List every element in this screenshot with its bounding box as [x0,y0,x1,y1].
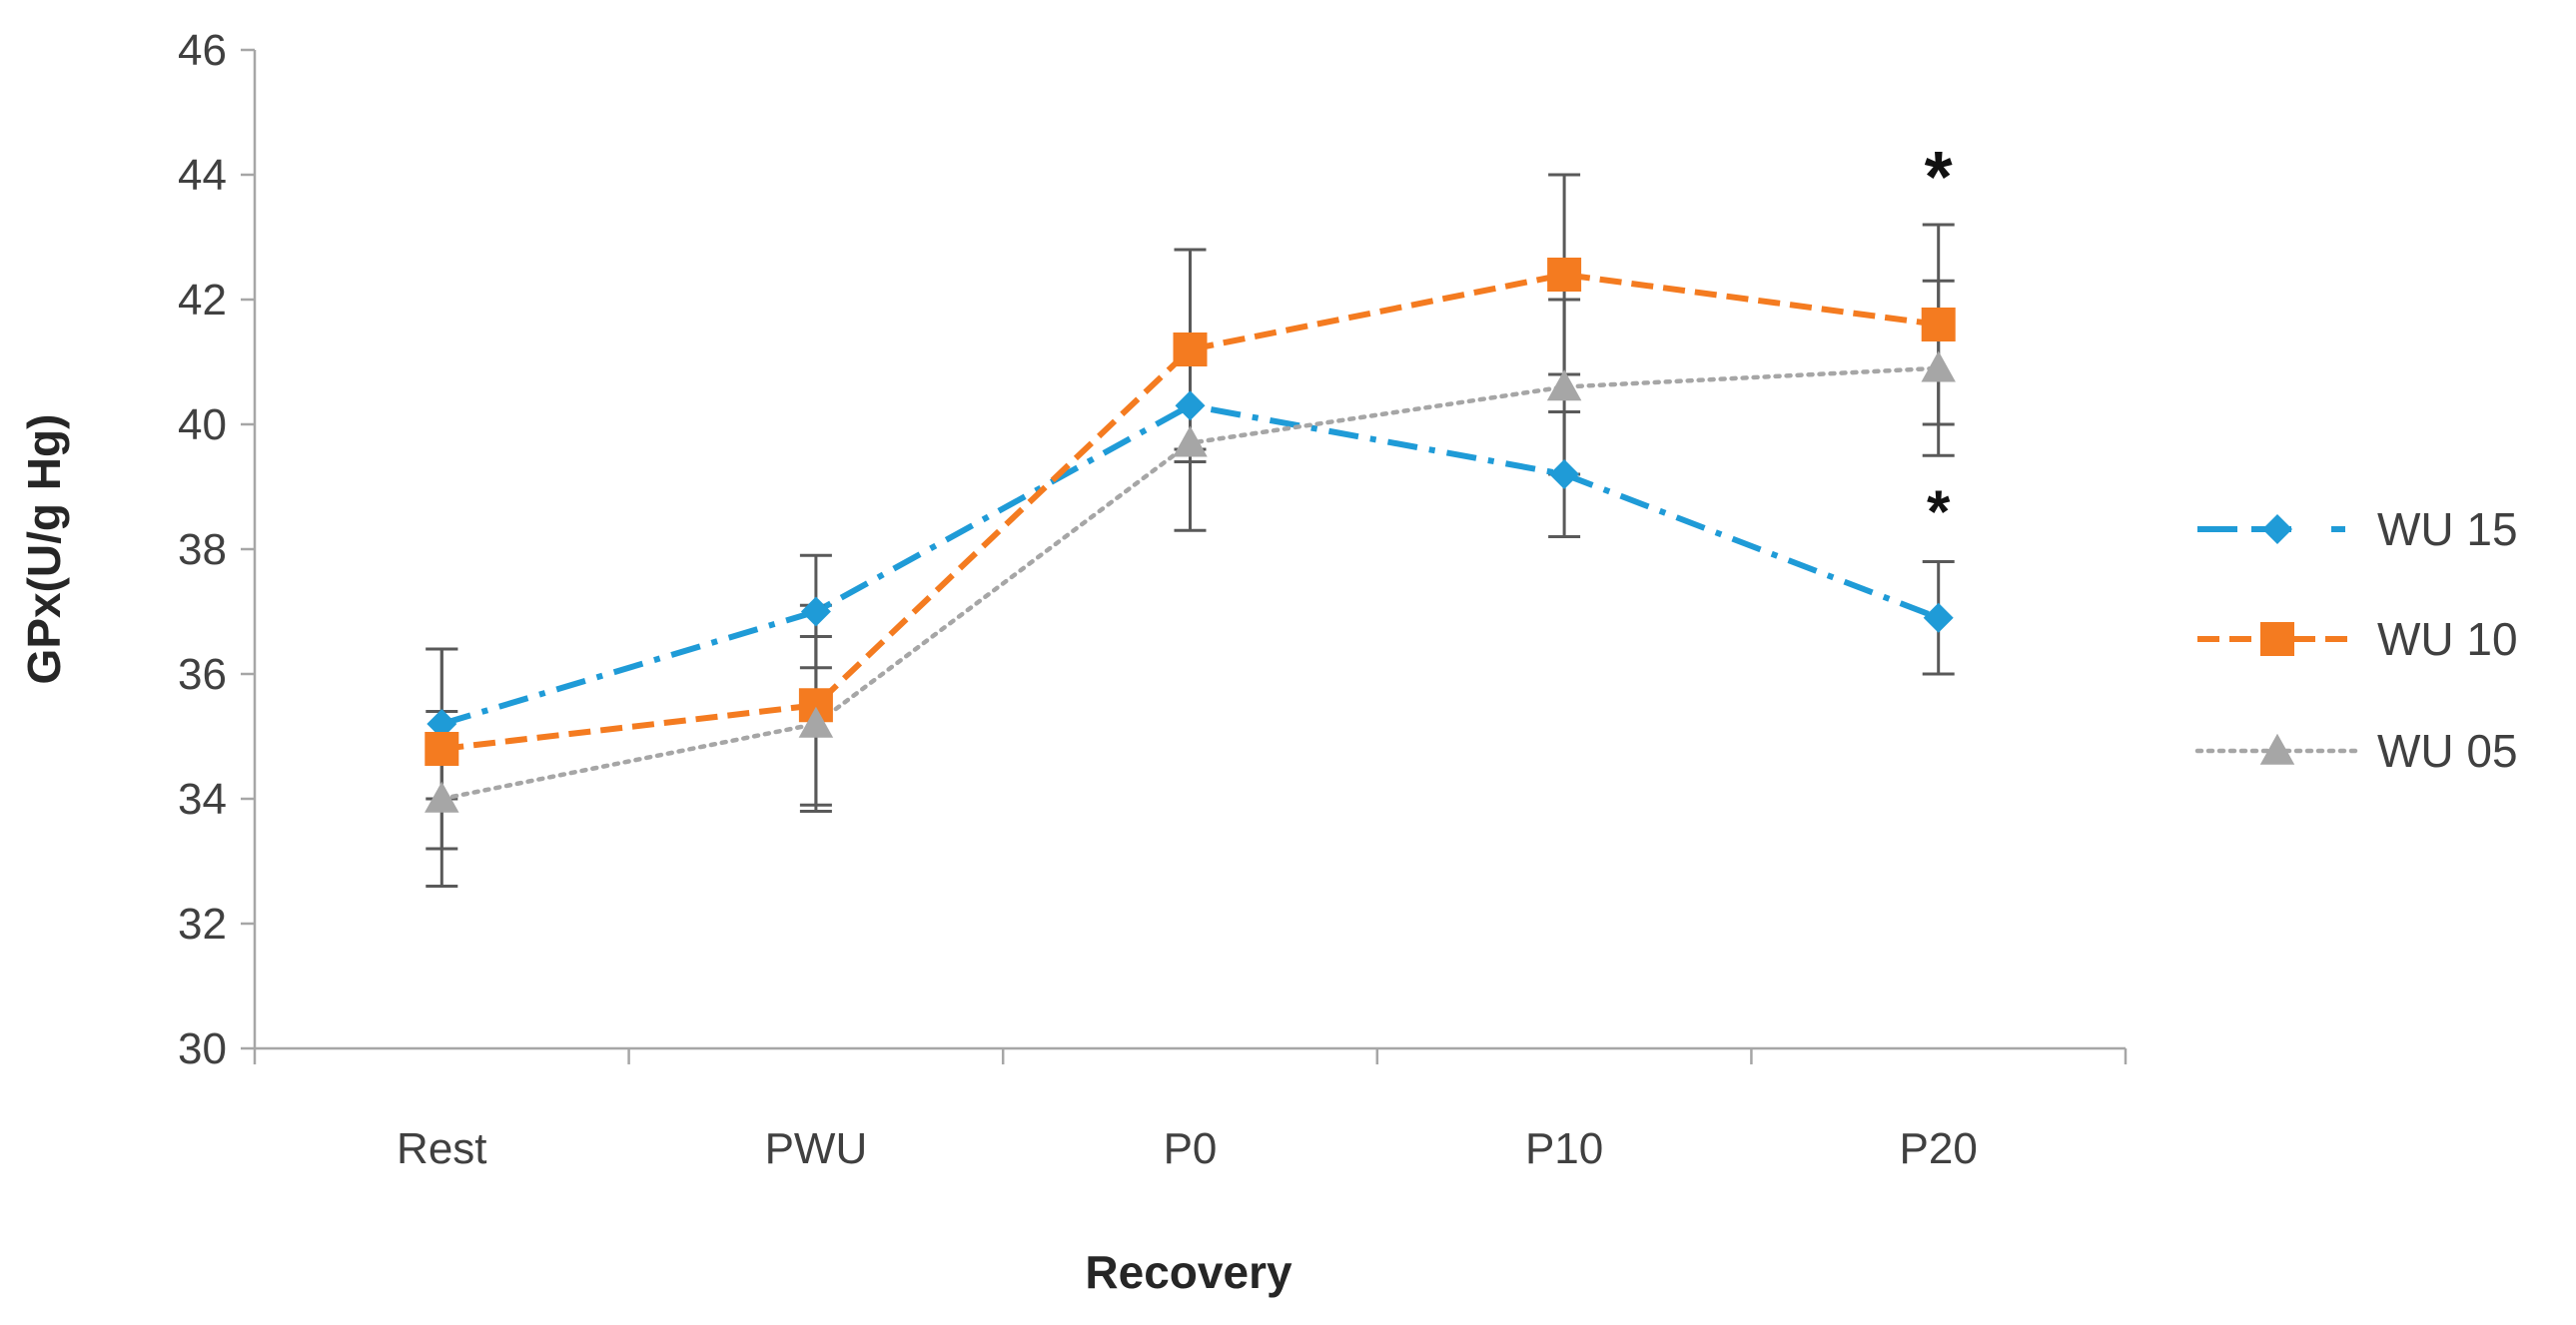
axes: 30 32 34 36 38 40 42 44 46 Rest PWU P0 P10 P20 Recover… [18,26,2128,1298]
series-markers [425,258,1956,813]
x-tick-label: P10 [1525,1124,1603,1173]
y-tick-label: 42 [178,276,227,325]
legend-marker-triangle [2259,733,2295,765]
data-point-wu-15 [800,596,831,627]
data-point-wu-05 [798,706,834,738]
data-point-wu-10 [1173,332,1208,366]
legend-label: WU 10 [2377,613,2518,665]
significance-annotations: ** [1925,138,1953,545]
legend: WU 15 WU 10 WU 05 [2194,503,2518,777]
y-tick-label: 34 [178,775,227,824]
legend-label: WU 05 [2377,725,2518,777]
data-point-wu-10 [425,732,459,766]
y-tick-label: 38 [178,525,227,574]
legend-marker-square [2260,622,2294,656]
data-point-wu-15 [1549,459,1580,489]
legend-label: WU 15 [2377,503,2518,555]
significance-asterisk: * [1927,478,1951,545]
data-point-wu-05 [425,781,459,813]
series-line-wu-15 [440,402,1940,727]
data-point-wu-05 [1173,425,1208,457]
y-tick-label: 36 [178,650,227,699]
y-tick-label: 32 [178,900,227,949]
legend-item: WU 15 [2197,503,2518,555]
data-point-wu-05 [1546,369,1582,401]
error-bars [426,173,1955,888]
y-tick-label: 46 [178,26,227,75]
significance-asterisk: * [1925,138,1953,218]
data-point-wu-10 [1921,308,1956,341]
data-point-wu-15 [1175,390,1206,421]
y-tick-label: 40 [178,400,227,449]
legend-item: WU 05 [2194,725,2518,777]
x-tick-label: P20 [1900,1124,1978,1173]
y-tick-label: 30 [178,1024,227,1073]
data-point-wu-05 [1921,350,1956,382]
data-point-wu-15 [1923,602,1954,633]
y-tick-label: 44 [178,151,227,200]
y-axis-title: GPx(U/g Hg) [18,414,70,685]
x-tick-label: Rest [397,1124,486,1173]
x-tick-label: PWU [765,1124,868,1173]
legend-marker-diamond [2262,514,2292,544]
x-tick-label: P0 [1164,1124,1218,1173]
x-axis-title: Recovery [1085,1246,1292,1298]
data-point-wu-10 [1547,258,1582,292]
data-point-wu-15 [427,709,457,739]
legend-item: WU 10 [2197,613,2518,665]
